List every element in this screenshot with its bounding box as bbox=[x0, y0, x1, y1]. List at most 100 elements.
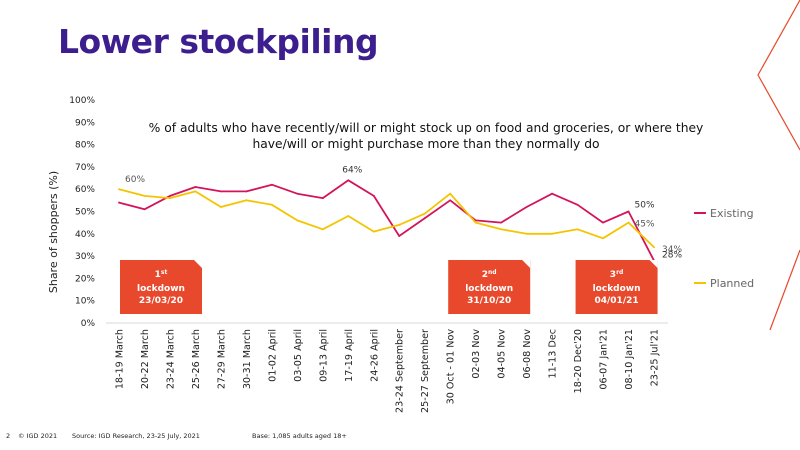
y-axis-label: Share of shoppers (%) bbox=[47, 171, 60, 293]
source-note: Source: IGD Research, 23-25 July, 2021 bbox=[72, 432, 200, 440]
legend-label-planned: Planned bbox=[710, 277, 754, 290]
x-tick-label: 25-27 September bbox=[420, 329, 431, 413]
data-point bbox=[602, 237, 604, 240]
lockdown-label: lockdown bbox=[137, 284, 185, 294]
base-note: Base: 1,085 adults aged 18+ bbox=[252, 432, 347, 440]
lockdown-label: lockdown bbox=[593, 284, 641, 294]
data-label: 50% bbox=[635, 201, 655, 211]
x-tick-label: 03-05 April bbox=[293, 329, 304, 382]
data-point bbox=[500, 221, 503, 224]
data-point bbox=[525, 232, 528, 235]
x-tick-label: 23-25 Jul'21 bbox=[650, 329, 661, 386]
y-tick-label: 60% bbox=[75, 185, 95, 195]
corner-accent-line bbox=[757, 0, 800, 330]
x-tick-label: 11-13 Dec bbox=[548, 329, 559, 379]
x-tick-label: 25-26 March bbox=[191, 329, 202, 389]
data-point bbox=[500, 228, 503, 231]
x-tick-label: 30-31 March bbox=[242, 329, 253, 389]
data-point bbox=[551, 232, 553, 235]
data-label: 28% bbox=[662, 251, 682, 261]
data-point bbox=[270, 203, 273, 206]
data-point bbox=[321, 228, 324, 231]
data-point bbox=[525, 206, 528, 208]
x-tick-label: 02-03 Nov bbox=[471, 329, 482, 379]
y-tick-label: 30% bbox=[75, 252, 95, 262]
data-point bbox=[423, 217, 426, 220]
data-point bbox=[347, 215, 350, 217]
data-point bbox=[449, 192, 452, 195]
y-tick-label: 70% bbox=[75, 163, 95, 173]
data-label: 60% bbox=[125, 175, 145, 185]
data-point bbox=[143, 208, 146, 211]
x-tick-label: 30 Oct - 01 Nov bbox=[446, 329, 457, 405]
data-point bbox=[627, 221, 630, 224]
data-point bbox=[270, 183, 273, 186]
lockdown-label: lockdown bbox=[465, 284, 513, 294]
data-point bbox=[551, 192, 553, 195]
data-point bbox=[627, 210, 630, 213]
page-number: 2 bbox=[6, 432, 11, 440]
y-tick-label: 20% bbox=[75, 274, 95, 284]
data-point bbox=[602, 221, 604, 224]
x-tick-label: 01-02 April bbox=[267, 329, 278, 382]
y-tick-label: 40% bbox=[75, 230, 95, 240]
data-point bbox=[220, 206, 222, 208]
data-point bbox=[398, 223, 401, 226]
legend-label-existing: Existing bbox=[710, 207, 754, 220]
y-tick-label: 10% bbox=[75, 297, 95, 307]
x-tick-label: 08-10 Jan'21 bbox=[624, 329, 635, 390]
data-point bbox=[372, 230, 375, 233]
y-tick-label: 100% bbox=[69, 96, 95, 106]
x-tick-label: 18-20 Dec'20 bbox=[573, 329, 584, 393]
y-tick-label: 80% bbox=[75, 141, 95, 151]
series-line-planned bbox=[118, 188, 655, 248]
x-tick-label: 06-07 Jan'21 bbox=[599, 329, 610, 390]
data-label: 45% bbox=[635, 220, 655, 230]
slide-title: Lower stockpiling bbox=[58, 22, 379, 61]
data-point bbox=[220, 190, 222, 193]
data-point bbox=[474, 221, 477, 224]
x-tick-label: 09-13 April bbox=[318, 329, 329, 382]
x-tick-label: 06-08 Nov bbox=[522, 329, 533, 379]
x-tick-label: 23-24 September bbox=[395, 329, 406, 413]
x-tick-label: 20-22 March bbox=[140, 329, 151, 389]
data-point bbox=[423, 212, 426, 215]
y-tick-label: 50% bbox=[75, 208, 95, 218]
copyright: © IGD 2021 bbox=[18, 432, 58, 440]
data-point bbox=[296, 219, 299, 222]
data-label: 64% bbox=[342, 165, 362, 175]
data-point bbox=[449, 199, 452, 202]
data-point bbox=[143, 194, 146, 197]
data-point bbox=[576, 203, 579, 206]
data-point bbox=[118, 188, 120, 191]
lockdown-ordinal: 1st bbox=[155, 269, 168, 280]
chart-title: % of adults who have recently/will or mi… bbox=[149, 121, 704, 151]
data-point bbox=[321, 197, 324, 200]
data-point bbox=[398, 235, 401, 237]
data-point bbox=[245, 199, 248, 202]
data-point bbox=[194, 186, 197, 188]
x-tick-label: 24-26 April bbox=[369, 329, 380, 382]
data-point bbox=[118, 201, 120, 204]
data-point bbox=[372, 194, 375, 197]
lockdown-ordinal: 2nd bbox=[482, 269, 497, 280]
data-label: 34% bbox=[662, 245, 682, 255]
lockdown-box-notch bbox=[522, 260, 531, 268]
x-tick-label: 27-29 March bbox=[216, 329, 227, 389]
data-point bbox=[576, 228, 579, 231]
lockdown-box-notch bbox=[649, 260, 658, 268]
x-tick-label: 17-19 April bbox=[344, 329, 355, 382]
lockdown-box-notch bbox=[194, 260, 202, 268]
lockdown-date: 04/01/21 bbox=[594, 296, 638, 306]
series-line-existing bbox=[118, 179, 655, 262]
lockdown-date: 31/10/20 bbox=[467, 296, 511, 306]
data-point bbox=[245, 190, 248, 193]
lockdown-date: 23/03/20 bbox=[139, 296, 183, 306]
x-tick-label: 18-19 March bbox=[115, 329, 126, 389]
data-point bbox=[296, 192, 299, 195]
data-point bbox=[169, 194, 171, 197]
y-tick-label: 0% bbox=[81, 319, 96, 329]
x-tick-label: 04-05 Nov bbox=[497, 329, 508, 379]
data-point bbox=[653, 246, 655, 249]
lockdown-box bbox=[120, 260, 202, 314]
